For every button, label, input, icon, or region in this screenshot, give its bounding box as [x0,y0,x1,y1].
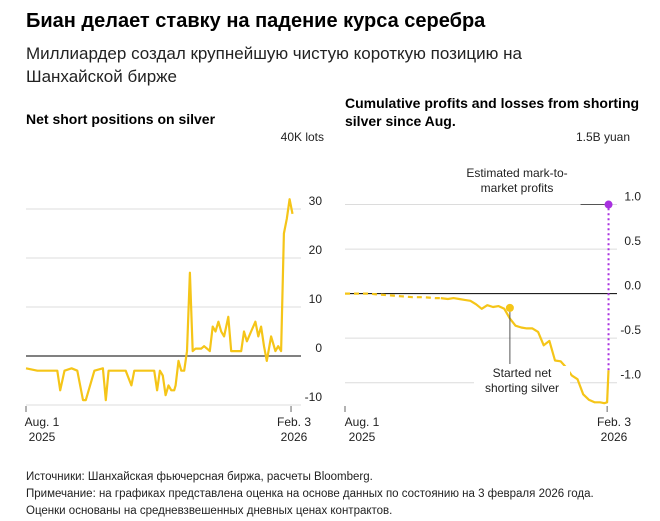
page-title: Биан делает ставку на падение курса сере… [26,10,486,32]
chart2-ytick-label: -0.5 [620,323,641,337]
annotation-started-shorting: Started net shorting silver [474,366,570,396]
annotation-estimated-profits: Estimated mark-to-market profits [462,166,572,196]
chart2-xtick-end: Feb. 3 2026 [596,415,632,444]
chart2-unit-label: 1.5B yuan [575,130,630,144]
chart2-marker-estimated-profits [604,200,613,209]
chart1-xtick-start: Aug. 1 2025 [24,415,60,444]
chart2-title: Cumulative profits and losses from short… [345,95,640,129]
footnote-source: Источники: Шанхайская фьючерсная биржа, … [26,471,373,483]
chart2-ytick-label: 1.0 [624,190,641,204]
chart2-ytick-label: 0.5 [624,234,641,248]
chart2-xtick-start: Aug. 1 2025 [344,415,380,444]
chart2-series-line [440,297,610,405]
chart1-plot: 30 20 10 0 -10 [25,194,323,412]
chart1-title: Net short positions on silver [26,111,216,127]
chart1-series-line [25,198,294,402]
page-subtitle: Миллиардер создал крупнейшую чистую коро… [26,44,522,86]
chart1-xtick-end: Feb. 3 2026 [276,415,312,444]
chart1-ytick-label: 20 [309,243,323,257]
chart2-marker-started-shorting [505,303,514,312]
chart1-ytick-label: -10 [305,390,323,404]
footnote-method: Оценки основаны на средневзвешенных днев… [26,505,393,517]
chart1-ytick-label: 10 [309,292,323,306]
chart1-ytick-label: 0 [315,341,322,355]
chart1-ytick-label: 30 [309,194,323,208]
chart1-unit-label: 40K lots [280,130,324,144]
chart2-series-line-dashed [345,292,441,300]
chart2-ytick-label: -1.0 [620,368,641,382]
chart2-ytick-label: 0.0 [624,279,641,293]
footnote-note: Примечание: на графиках представлена оце… [26,488,594,500]
footnotes: Источники: Шанхайская фьючерсная биржа, … [26,469,594,520]
